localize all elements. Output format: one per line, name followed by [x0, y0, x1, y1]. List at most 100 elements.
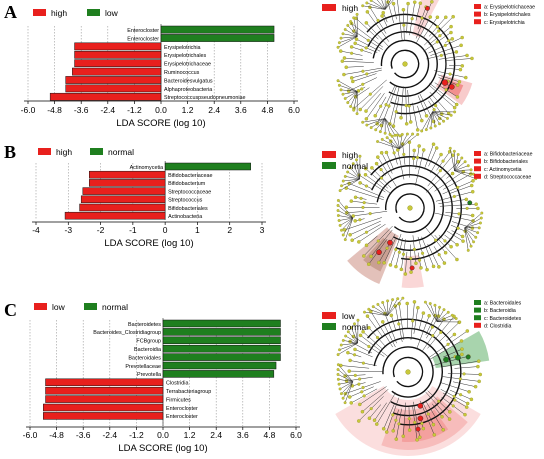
leaf-node	[404, 122, 409, 126]
inner-node	[350, 51, 354, 55]
fan-leaf	[363, 310, 366, 314]
inner-node	[435, 40, 439, 44]
legend-swatch-low	[34, 303, 47, 310]
leaf-node	[421, 426, 426, 431]
tree-branch	[362, 388, 389, 412]
clado-key-swatch	[474, 300, 481, 305]
fan-leaf	[343, 401, 347, 405]
fan-branch	[362, 118, 386, 123]
highlighted-node	[387, 239, 393, 246]
tree-branch	[428, 84, 455, 108]
leaf-node	[452, 105, 457, 110]
highlight-sector	[347, 227, 399, 285]
tree-branch	[376, 392, 396, 425]
bar	[43, 403, 164, 412]
leaf-node	[412, 0, 417, 4]
tree-branch	[391, 315, 396, 330]
inner-node	[391, 413, 395, 417]
fan-branch	[464, 212, 482, 229]
leaf-node	[450, 37, 455, 41]
bar	[89, 170, 166, 179]
fan-branch	[375, 118, 386, 130]
leaf-node	[476, 364, 480, 369]
leaf-node	[460, 352, 464, 357]
leaf-node	[364, 109, 368, 113]
fan-branch	[339, 85, 358, 92]
fan-leaf	[346, 170, 350, 174]
leaf-node	[461, 239, 465, 243]
fan-branch	[337, 36, 358, 48]
fan-leaf	[416, 132, 420, 136]
tree-branch	[360, 335, 389, 357]
fan-leaf	[367, 307, 371, 311]
leaf-node	[357, 240, 361, 244]
leaf-node	[374, 161, 379, 166]
fan-leaf	[358, 154, 362, 158]
fan-branch	[384, 118, 401, 136]
fan-leaf	[346, 330, 350, 334]
leaf-node	[344, 65, 348, 70]
leaf-node	[338, 49, 343, 53]
highlighted-node	[455, 354, 461, 361]
fan-branch	[434, 305, 438, 322]
tree-branch	[437, 74, 460, 83]
bar-label: Enterocloster	[166, 406, 198, 412]
leaf-node	[476, 359, 481, 363]
clado-key-swatch	[474, 315, 481, 321]
tree-branch	[412, 102, 418, 130]
tree-branch	[398, 303, 405, 340]
leaf-node	[381, 320, 385, 324]
inner-node	[401, 252, 406, 256]
x-tick-label: -3.6	[76, 430, 91, 440]
fan-branch	[350, 167, 360, 180]
x-tick-label: 4.8	[263, 430, 275, 440]
fan-leaf	[378, 130, 382, 134]
fan-branch	[464, 227, 476, 238]
fan-branch	[345, 217, 354, 240]
tree-branch	[355, 18, 379, 40]
fan-branch	[454, 157, 463, 171]
bar-label: Enterocloster	[127, 28, 159, 34]
fan-leaf	[365, 1, 369, 5]
fan-branch	[339, 381, 353, 385]
fan-branch	[430, 111, 433, 129]
fan-branch	[366, 2, 386, 10]
leaf-node	[372, 418, 377, 422]
bar-label: Ruminococcus	[164, 70, 200, 76]
leaf-node	[393, 304, 398, 308]
leaf-node	[394, 437, 399, 441]
fan-branch	[432, 111, 452, 116]
inner-node	[411, 319, 415, 323]
inner-node	[418, 258, 422, 262]
inner-node	[443, 239, 447, 243]
tree-branch	[370, 229, 393, 257]
fan-leaf	[398, 134, 402, 138]
leaf-node	[382, 261, 386, 265]
fan-branch	[354, 323, 359, 344]
fan-leaf	[479, 216, 483, 220]
fan-branch	[454, 154, 459, 171]
fan-branch	[340, 36, 358, 39]
leaf-node	[461, 169, 466, 174]
x-tick-label: 3.6	[235, 105, 247, 115]
fan-leaf	[336, 204, 340, 207]
legend-label-normal: normal	[102, 302, 128, 312]
clado-key-swatch	[474, 166, 481, 172]
x-tick-label: -6.0	[21, 105, 36, 115]
x-tick-label: -4.8	[49, 430, 64, 440]
leaf-node	[381, 10, 385, 15]
fan-branch	[338, 364, 354, 382]
leaf-node	[361, 330, 365, 334]
leaf-node	[401, 434, 406, 438]
tree-branch	[387, 2, 394, 24]
tree-branch	[397, 149, 405, 180]
fan-leaf	[338, 223, 342, 227]
fan-leaf	[390, 134, 394, 138]
fan-branch	[362, 5, 386, 10]
fan-branch	[353, 163, 361, 180]
leaf-node	[425, 267, 429, 272]
fan-branch	[371, 0, 386, 10]
clado-key-label: d: Clostridia	[484, 323, 512, 329]
tree-branch	[454, 366, 478, 369]
fan-leaf	[371, 305, 375, 309]
